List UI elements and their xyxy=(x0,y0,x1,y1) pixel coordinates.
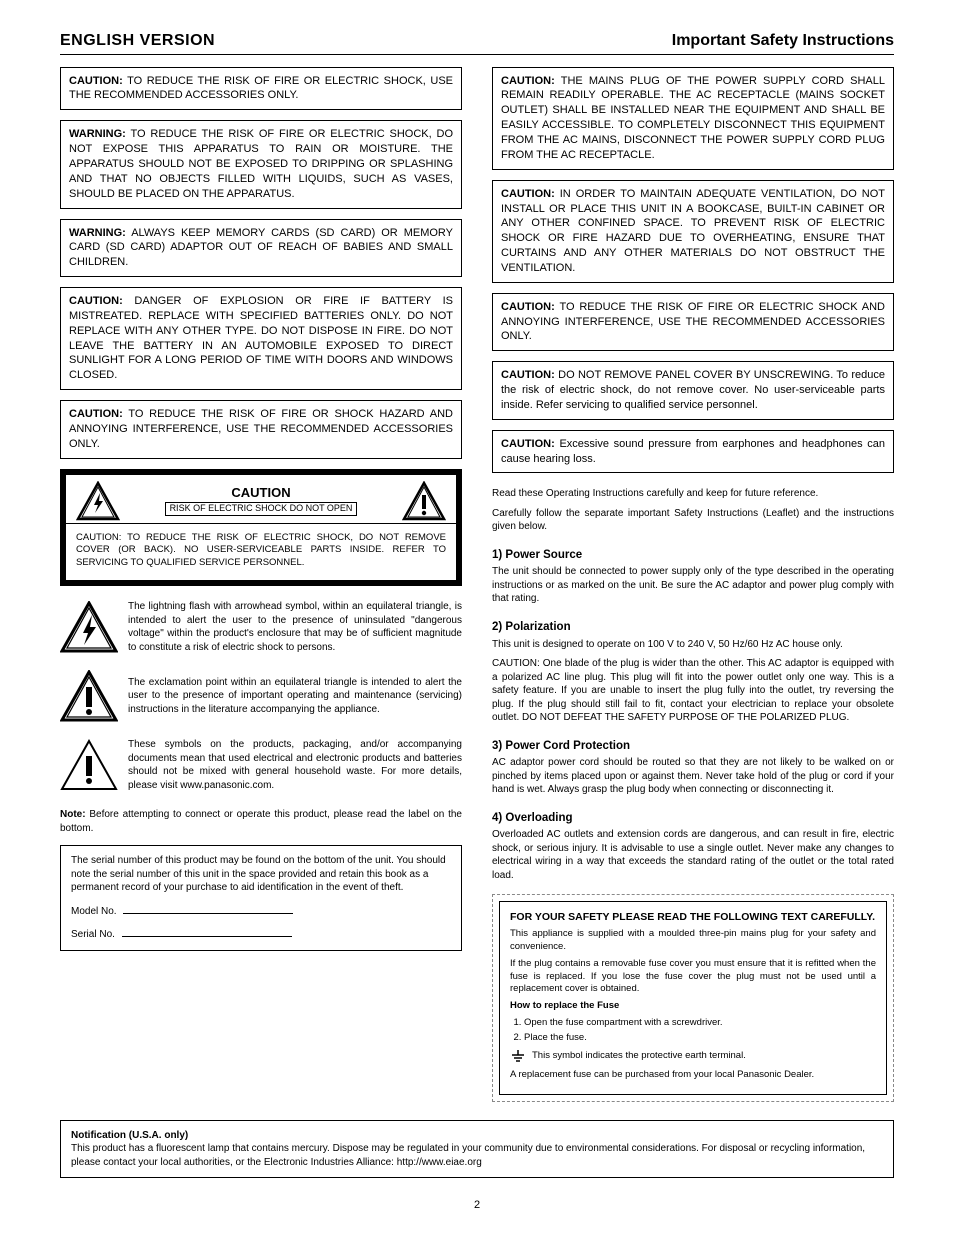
uk-p1: This appliance is supplied with a moulde… xyxy=(510,928,876,954)
earth-label: This symbol indicates the protective ear… xyxy=(532,1050,746,1063)
uk-note: A replacement fuse can be purchased from… xyxy=(510,1069,876,1082)
earth-icon xyxy=(510,1049,526,1065)
uk-step: Place the fuse. xyxy=(524,1032,876,1045)
exclaim-triangle-icon xyxy=(60,739,118,791)
serial-no-label: Serial No. xyxy=(71,929,115,940)
uk-p2: If the plug contains a removable fuse co… xyxy=(510,958,876,996)
section-intro: Read these Operating Instructions carefu… xyxy=(492,487,894,501)
footer-title: Notification (U.S.A. only) xyxy=(71,1130,188,1141)
uk-how: How to replace the Fuse xyxy=(510,1000,619,1011)
warning-box: CAUTION: TO REDUCE THE RISK OF FIRE OR S… xyxy=(60,400,462,459)
shock-triangle-icon xyxy=(60,601,118,653)
footer-body: This product has a fluorescent lamp that… xyxy=(71,1143,865,1168)
item-heading: 4) Overloading xyxy=(492,811,894,827)
page-number: 2 xyxy=(60,1198,894,1213)
symbol-explain-exclaim: The exclamation point within an equilate… xyxy=(60,670,462,722)
item-body: Overloaded AC outlets and extension cord… xyxy=(492,828,894,882)
item-body: AC adaptor power cord should be routed s… xyxy=(492,756,894,797)
symbol-explain-recycle: These symbols on the products, packaging… xyxy=(60,738,462,792)
note-label: Note: xyxy=(60,809,86,820)
uk-safety-box: FOR YOUR SAFETY PLEASE READ THE FOLLOWIN… xyxy=(492,894,894,1101)
page-header: ENGLISH VERSION Important Safety Instruc… xyxy=(60,30,894,55)
uk-step: Open the fuse compartment with a screwdr… xyxy=(524,1017,876,1030)
serial-no-field[interactable] xyxy=(122,936,292,937)
symbol-explain-shock: The lightning flash with arrowhead symbo… xyxy=(60,600,462,654)
warning-box: CAUTION: TO REDUCE THE RISK OF FIRE OR E… xyxy=(60,67,462,111)
lang-label: ENGLISH VERSION xyxy=(60,30,215,52)
warning-box: WARNING: ALWAYS KEEP MEMORY CARDS (SD CA… xyxy=(60,219,462,278)
label-note: Note: Before attempting to connect or op… xyxy=(60,808,462,835)
warning-box: CAUTION: DANGER OF EXPLOSION OR FIRE IF … xyxy=(60,287,462,390)
footer-notification: Notification (U.S.A. only) This product … xyxy=(60,1120,894,1179)
safety-section: Read these Operating Instructions carefu… xyxy=(492,487,894,882)
left-column: CAUTION: TO REDUCE THE RISK OF FIRE OR E… xyxy=(60,67,462,1102)
serial-intro: The serial number of this product may be… xyxy=(71,854,451,895)
item-body: CAUTION: One blade of the plug is wider … xyxy=(492,657,894,725)
uk-title: FOR YOUR SAFETY PLEASE READ THE FOLLOWIN… xyxy=(510,910,876,924)
main-columns: CAUTION: TO REDUCE THE RISK OF FIRE OR E… xyxy=(60,67,894,1102)
model-no-field[interactable] xyxy=(123,913,293,914)
section-intro-2: Carefully follow the separate important … xyxy=(492,507,894,534)
model-no-label: Model No. xyxy=(71,906,117,917)
warning-box: CAUTION: DO NOT REMOVE PANEL COVER BY UN… xyxy=(492,361,894,420)
warning-box: CAUTION: Excessive sound pressure from e… xyxy=(492,430,894,474)
shock-triangle-icon xyxy=(76,481,120,521)
serial-record-box: The serial number of this product may be… xyxy=(60,845,462,951)
caution-sub: RISK OF ELECTRIC SHOCK DO NOT OPEN xyxy=(165,502,358,516)
warning-box: WARNING: TO REDUCE THE RISK OF FIRE OR E… xyxy=(60,120,462,208)
item-body: This unit is designed to operate on 100 … xyxy=(492,638,894,652)
item-heading: 2) Polarization xyxy=(492,620,894,636)
item-body: The unit should be connected to power su… xyxy=(492,565,894,606)
right-column: CAUTION: THE MAINS PLUG OF THE POWER SUP… xyxy=(492,67,894,1102)
warning-box: CAUTION: IN ORDER TO MAINTAIN ADEQUATE V… xyxy=(492,180,894,283)
warning-box: CAUTION: TO REDUCE THE RISK OF FIRE OR E… xyxy=(492,293,894,352)
warning-box: CAUTION: THE MAINS PLUG OF THE POWER SUP… xyxy=(492,67,894,170)
exclaim-triangle-icon xyxy=(60,670,118,722)
caution-body: CAUTION: TO REDUCE THE RISK OF ELECTRIC … xyxy=(66,524,456,580)
caution-panel: CAUTION RISK OF ELECTRIC SHOCK DO NOT OP… xyxy=(60,469,462,586)
caution-label: CAUTION xyxy=(165,486,358,500)
item-heading: 1) Power Source xyxy=(492,548,894,564)
exclaim-triangle-icon xyxy=(402,481,446,521)
page-title: Important Safety Instructions xyxy=(672,30,894,52)
item-heading: 3) Power Cord Protection xyxy=(492,739,894,755)
